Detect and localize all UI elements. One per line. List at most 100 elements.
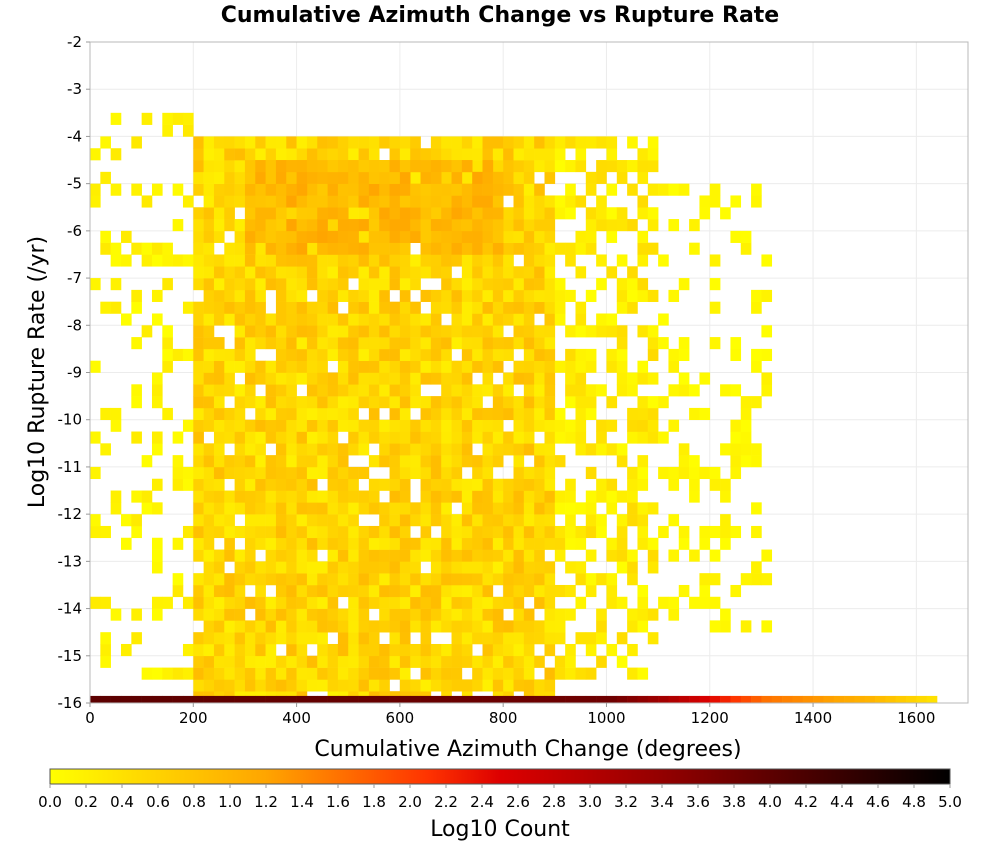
colorbar-tick-label: 2.6 xyxy=(506,793,530,811)
heatmap-cell xyxy=(616,254,628,267)
heatmap-cell xyxy=(275,596,287,609)
heatmap-cell xyxy=(255,455,266,468)
heatmap-cell xyxy=(275,360,287,373)
heatmap-cell xyxy=(399,183,411,196)
heatmap-cell xyxy=(503,396,514,409)
heatmap-cell xyxy=(503,514,514,527)
heatmap-cell xyxy=(503,561,514,574)
heatmap-cell xyxy=(368,148,380,161)
heatmap-cell xyxy=(410,514,421,527)
heatmap-cell xyxy=(451,219,463,232)
heatmap-cell xyxy=(482,278,494,291)
heatmap-cell xyxy=(379,431,390,444)
heatmap-cell xyxy=(162,407,173,421)
heatmap-cell xyxy=(131,242,142,255)
heatmap-cell xyxy=(244,549,256,562)
heatmap-cell xyxy=(596,608,607,621)
heatmap-cell xyxy=(203,620,215,633)
heatmap-cell xyxy=(234,254,246,267)
heatmap-cell xyxy=(616,325,628,338)
heatmap-cell xyxy=(740,443,752,456)
heatmap-cell xyxy=(441,490,452,503)
heatmap-cell xyxy=(358,242,370,255)
heatmap-cell xyxy=(275,561,287,574)
heatmap-cell xyxy=(286,502,297,515)
colorbar-tick-label: 4.0 xyxy=(758,793,782,811)
heatmap-cell xyxy=(472,183,483,196)
heatmap-cell xyxy=(379,301,390,314)
heatmap-cell xyxy=(503,584,514,598)
heatmap-cell xyxy=(90,183,101,196)
heatmap-cell xyxy=(554,490,566,503)
heatmap-cell xyxy=(265,502,277,515)
heatmap-cell xyxy=(244,455,256,468)
heatmap-cell xyxy=(482,502,494,515)
heatmap-cell xyxy=(255,561,266,574)
heatmap-cell xyxy=(420,266,432,279)
heatmap-cell xyxy=(317,431,328,444)
heatmap-cell xyxy=(730,525,742,539)
heatmap-cell xyxy=(399,289,411,302)
heatmap-cell xyxy=(430,490,442,503)
heatmap-cell-bottom-row xyxy=(771,695,783,703)
heatmap-cell xyxy=(100,136,111,149)
heatmap-cell xyxy=(575,242,587,255)
heatmap-cell xyxy=(337,195,349,208)
heatmap-cell xyxy=(420,219,432,232)
heatmap-cell xyxy=(306,620,318,633)
heatmap-cell xyxy=(461,136,473,149)
heatmap-cell xyxy=(234,337,246,350)
heatmap-cell xyxy=(441,502,452,515)
heatmap-cell xyxy=(389,372,401,385)
heatmap-cell xyxy=(410,230,421,243)
heatmap-cell xyxy=(296,608,308,621)
heatmap-cell xyxy=(389,384,401,397)
heatmap-cell xyxy=(379,419,390,432)
heatmap-cell xyxy=(637,620,649,633)
heatmap-cell xyxy=(420,289,432,302)
heatmap-cell xyxy=(410,325,421,338)
heatmap-cell xyxy=(327,537,339,550)
heatmap-cell xyxy=(606,183,618,196)
heatmap-cell xyxy=(296,490,308,503)
heatmap-cell xyxy=(120,230,132,243)
heatmap-cell xyxy=(399,679,411,692)
heatmap-cell xyxy=(327,183,339,196)
heatmap-cell xyxy=(224,289,235,302)
heatmap-cell xyxy=(523,242,535,255)
heatmap-cell xyxy=(544,278,556,291)
heatmap-cell xyxy=(172,466,184,480)
heatmap-cell xyxy=(430,431,442,444)
heatmap-cell xyxy=(244,325,256,338)
heatmap-cell xyxy=(399,348,411,361)
heatmap-cell xyxy=(554,431,566,444)
heatmap-cell xyxy=(523,573,535,586)
heatmap-cell xyxy=(296,561,308,574)
heatmap-cell xyxy=(317,525,328,539)
heatmap-cell-bottom-row xyxy=(286,695,297,703)
heatmap-cell xyxy=(337,325,349,338)
heatmap-cell xyxy=(110,490,122,503)
heatmap-cell xyxy=(234,230,246,243)
heatmap-cell xyxy=(534,372,545,385)
heatmap-cell xyxy=(234,407,246,421)
heatmap-cell xyxy=(265,596,277,609)
heatmap-cell xyxy=(389,466,401,480)
heatmap-cell xyxy=(534,514,545,527)
heatmap-cell xyxy=(472,632,483,645)
heatmap-cell xyxy=(162,112,173,125)
heatmap-cell xyxy=(441,372,452,385)
heatmap-cell xyxy=(193,478,204,491)
heatmap-cell xyxy=(275,608,287,621)
heatmap-cell xyxy=(244,655,256,668)
heatmap-cell xyxy=(110,278,122,291)
heatmap-cell xyxy=(492,431,504,444)
heatmap-cell xyxy=(244,372,256,385)
heatmap-cell xyxy=(265,655,277,668)
heatmap-cell xyxy=(544,136,556,149)
heatmap-cell xyxy=(751,360,762,373)
heatmap-cell xyxy=(534,289,545,302)
heatmap-cell xyxy=(430,266,442,279)
heatmap-cell xyxy=(296,502,308,515)
heatmap-cell xyxy=(461,171,473,184)
